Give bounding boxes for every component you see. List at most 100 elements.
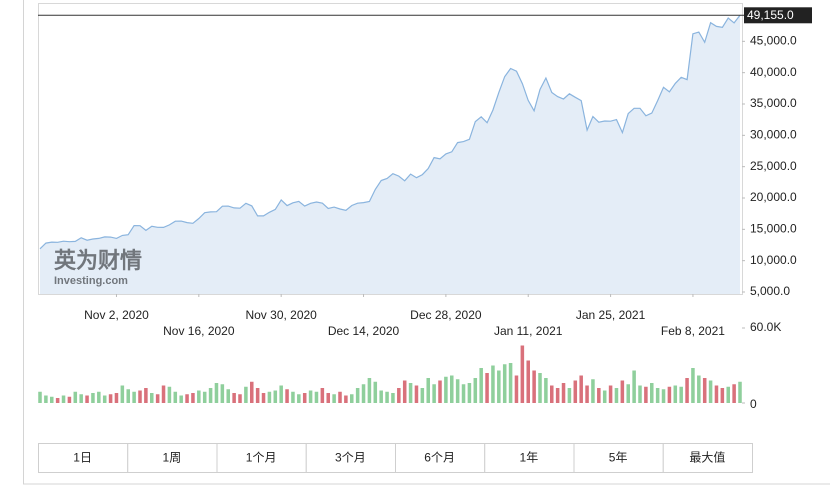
volume-bar [308,390,313,403]
volume-bar [173,391,178,403]
range-button-box [662,443,753,473]
volume-bar [144,388,148,403]
volume-bar [708,380,713,403]
volume-bar [591,379,595,403]
volume-bar [638,385,642,403]
volume-bar [667,386,672,403]
volume-bar [379,390,383,403]
volume-bar [567,388,572,403]
volume-bar [279,385,283,403]
volume-bar [61,395,66,403]
volume-bar [232,393,236,403]
volume-bar [291,391,295,403]
volume-bar [361,384,366,403]
volume-bar [161,385,166,403]
volume-bar [261,393,266,403]
range-button-box [216,443,307,473]
y-tick-label: 10,000.0 [750,253,797,267]
volume-bar [438,380,442,403]
volume-bar [414,385,419,403]
volume-bar [655,388,660,403]
volume-bar [632,370,636,403]
volume-bar [550,385,554,403]
volume-bar [50,396,54,403]
volume-bar [320,388,325,403]
watermark-sub: Investing.com [54,275,128,287]
volume-bar [244,386,248,403]
range-button[interactable]: 1日 [38,443,129,473]
volume-bar [285,389,289,403]
volume-bar [114,393,119,403]
volume-bar [597,388,601,403]
volume-bar [450,375,454,403]
volume-bar [73,391,78,403]
x-tick-label: Feb 8, 2021 [661,324,725,338]
volume-bar [479,368,483,403]
volume-bar [344,395,348,403]
y-tick-label: 45,000.0 [750,34,797,48]
x-tick-label: Nov 2, 2020 [84,308,149,322]
y2-tick-label: 0 [750,397,757,411]
volume-bar [714,385,719,403]
range-button-box [305,443,396,473]
range-button-label: 5年 [609,451,628,465]
x-tick-label: Nov 16, 2020 [163,324,235,338]
volume-bar [602,390,607,403]
range-button[interactable]: 5年 [573,443,664,473]
last-price-label: 49,155.0 [747,8,794,22]
range-button[interactable]: 1周 [127,443,218,473]
volume-bar [138,390,142,403]
volume-bar [191,393,195,403]
watermark: 英为财情 Investing.com [54,248,142,287]
range-button[interactable]: 3个月 [305,443,396,473]
volume-bar [702,378,707,403]
volume-bar [355,388,360,403]
volume-bar [673,385,678,403]
range-button-label: 1日 [73,451,92,465]
volume-bar [385,391,389,403]
volume-bar [179,395,183,403]
volume-bar [226,389,230,403]
volume-bar [238,394,242,403]
volume-bar [661,389,666,403]
range-button-label: 最大值 [689,450,725,465]
volume-bar [738,381,742,403]
y-tick-label: 40,000.0 [750,65,797,79]
volume-bar [697,375,701,403]
range-button[interactable]: 1个月 [216,443,307,473]
volume-bar [273,390,278,403]
range-button-label: 1周 [163,451,182,465]
volume-bar [514,375,519,403]
volume-bar [220,384,225,403]
y-tick-label: 25,000.0 [750,159,797,173]
volume-bar [720,388,725,403]
volume-bar [255,388,260,403]
range-button[interactable]: 6个月 [395,443,486,473]
price-line [39,14,741,250]
volume-bar [426,378,430,403]
volume-bar [332,394,336,403]
volume-bar [126,389,130,403]
volume-bar [202,391,207,403]
volume-bar [55,398,60,403]
volume-bar [102,395,107,403]
volume-bar [732,384,736,403]
y2-tick-label: 60.0K [750,320,781,334]
volume-bar [208,388,213,403]
volume-bar [397,388,401,403]
volume-bar [585,385,589,403]
volume-bar [467,383,472,403]
volume-bar [526,360,530,403]
volume-bar [532,370,536,403]
volume-bar [250,381,254,403]
y-tick-label: 20,000.0 [750,190,797,204]
volume-bar [608,385,613,403]
range-button[interactable]: 最大值 [662,443,753,473]
volume-bar [497,370,501,403]
range-button[interactable]: 1年 [484,443,575,473]
volume-bar [561,383,566,403]
volume-bar [367,378,372,403]
volume-bar [402,380,407,403]
last-price-box [744,7,812,24]
